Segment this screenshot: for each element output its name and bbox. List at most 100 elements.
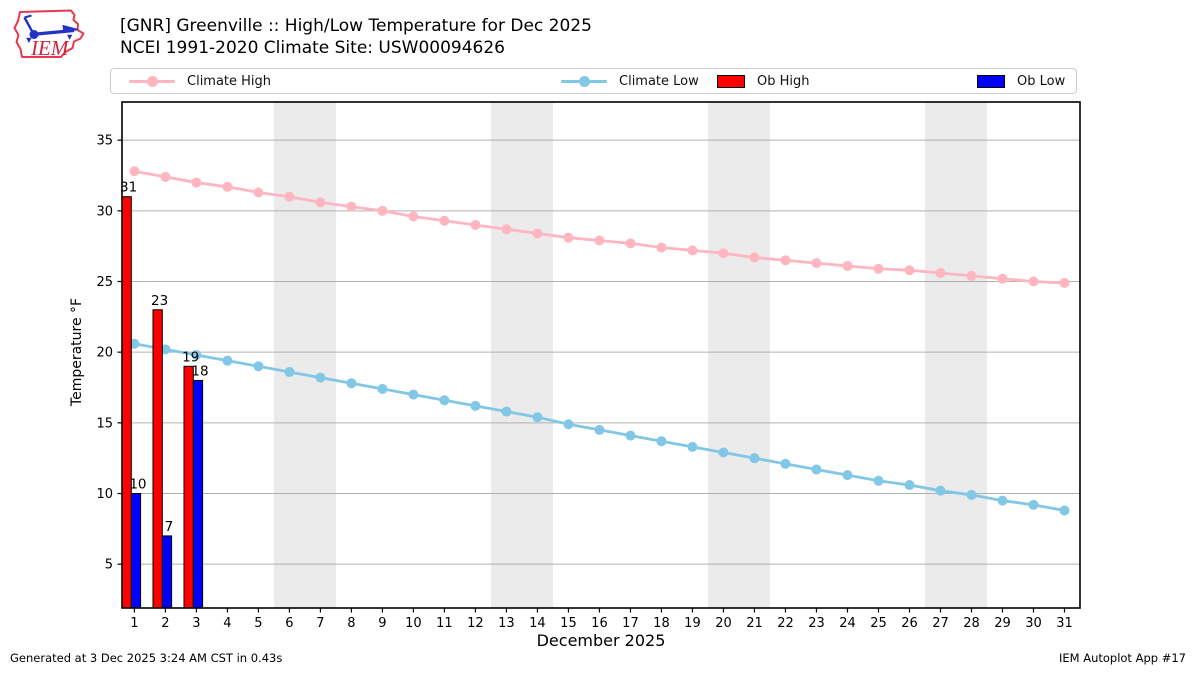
- x-tick-label: 31: [1056, 616, 1073, 631]
- climate-low-marker: [222, 355, 233, 366]
- climate-high-marker: [470, 219, 481, 230]
- climate-low-marker: [470, 400, 481, 411]
- climate-high-marker: [439, 215, 450, 226]
- x-tick-label: 30: [1025, 616, 1042, 631]
- climate-low-marker: [408, 389, 419, 400]
- legend: Climate High Climate Low Ob High Ob Low: [110, 68, 1077, 94]
- climate-low-marker: [284, 366, 295, 377]
- climate-high-marker: [191, 177, 202, 188]
- x-tick-label: 13: [498, 616, 515, 631]
- climate-high-marker: [935, 268, 946, 279]
- climate-high-marker: [873, 263, 884, 274]
- climate-high-marker: [1028, 276, 1039, 287]
- climate-high-marker: [904, 265, 915, 276]
- climate-low-marker: [315, 372, 326, 383]
- x-tick-label: 9: [378, 616, 386, 631]
- ob-low-bar: [130, 493, 142, 609]
- climate-low-marker: [594, 424, 605, 435]
- ob-low-value-label: 18: [191, 363, 208, 379]
- legend-item-climate-low: Climate Low: [561, 69, 699, 93]
- x-tick-label: 1: [130, 616, 138, 631]
- climate-low-marker: [129, 338, 140, 349]
- climate-low-marker: [842, 470, 853, 481]
- x-tick-label: 6: [285, 616, 293, 631]
- climate-high-marker: [966, 270, 977, 281]
- climate-high-marker: [1059, 277, 1070, 288]
- y-tick-label: 35: [96, 134, 113, 149]
- climate-high-marker: [408, 211, 419, 222]
- climate-high-marker: [656, 242, 667, 253]
- x-tick-label: 10: [405, 616, 422, 631]
- footer-app-text: IEM Autoplot App #17: [1058, 651, 1186, 665]
- climate-high-marker: [377, 205, 388, 216]
- weekend-band: [273, 102, 336, 608]
- x-tick-label: 24: [839, 616, 856, 631]
- climate-high-marker: [811, 258, 822, 269]
- iem-logo-text: IEM: [30, 36, 70, 60]
- climate-high-marker: [749, 252, 760, 263]
- climate-high-marker: [532, 228, 543, 239]
- x-tick-label: 18: [653, 616, 670, 631]
- ob-low-value-label: 10: [129, 477, 146, 493]
- climate-high-marker: [687, 245, 698, 256]
- x-tick-label: 3: [192, 616, 200, 631]
- climate-high-marker: [501, 224, 512, 235]
- climate-low-marker: [904, 480, 915, 491]
- climate-high-marker: [997, 273, 1008, 284]
- climate-high-marker: [718, 248, 729, 259]
- legend-item-climate-high: Climate High: [129, 69, 271, 93]
- x-tick-label: 17: [622, 616, 639, 631]
- x-tick-label: 11: [436, 616, 453, 631]
- climate-low-marker: [501, 406, 512, 417]
- climate-low-marker: [625, 430, 636, 441]
- climate-low-marker: [966, 489, 977, 500]
- climate-high-marker: [315, 197, 326, 208]
- climate-high-marker-icon: [147, 75, 158, 87]
- ob-low-bar: [161, 535, 173, 609]
- climate-low-marker: [687, 441, 698, 452]
- climate-low-marker: [346, 378, 357, 389]
- ob-high-value-label: 31: [120, 180, 137, 196]
- climate-high-marker: [284, 191, 295, 202]
- legend-label-ob-low: Ob Low: [1017, 73, 1066, 89]
- weekend-band: [707, 102, 770, 608]
- climate-high-marker: [346, 201, 357, 212]
- x-tick-label: 26: [901, 616, 918, 631]
- x-tick-label: 29: [994, 616, 1011, 631]
- climate-high-swatch-icon: [129, 75, 175, 87]
- climate-low-marker: [935, 485, 946, 496]
- climate-low-marker: [1059, 505, 1070, 516]
- x-tick-label: 23: [808, 616, 825, 631]
- climate-low-marker: [191, 350, 202, 360]
- climate-low-marker: [253, 361, 264, 372]
- x-tick-label: 20: [715, 616, 732, 631]
- y-tick-label: 20: [96, 346, 113, 361]
- y-tick-label: 25: [96, 275, 113, 290]
- x-tick-label: 27: [932, 616, 949, 631]
- x-tick-label: 16: [591, 616, 608, 631]
- ob-low-value-label: 7: [165, 519, 174, 535]
- climate-low-marker: [811, 464, 822, 475]
- x-tick-label: 25: [870, 616, 887, 631]
- climate-high-marker: [160, 171, 171, 182]
- title-block: [GNR] Greenville :: High/Low Temperature…: [120, 15, 592, 59]
- chart-title: [GNR] Greenville :: High/Low Temperature…: [120, 16, 592, 36]
- climate-high-marker: [780, 255, 791, 266]
- legend-item-ob-low: Ob Low: [977, 69, 1065, 93]
- y-tick-label: 5: [105, 558, 113, 573]
- ob-low-bar: [192, 379, 204, 609]
- x-tick-label: 15: [560, 616, 577, 631]
- climate-low-marker: [873, 475, 884, 486]
- x-tick-label: 8: [347, 616, 355, 631]
- x-tick-label: 19: [684, 616, 701, 631]
- ob-high-bar: [183, 365, 194, 609]
- climate-low-marker: [656, 436, 667, 447]
- plot-border: [121, 101, 1081, 609]
- climate-high-marker: [594, 235, 605, 246]
- climate-low-marker: [532, 412, 543, 423]
- climate-high-marker: [625, 238, 636, 249]
- climate-low-marker: [1028, 499, 1039, 510]
- climate-low-marker-icon: [579, 75, 590, 87]
- climate-high-marker: [842, 260, 853, 271]
